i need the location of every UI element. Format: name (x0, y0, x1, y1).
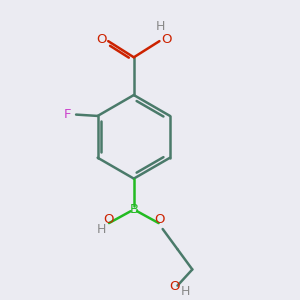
Text: F: F (63, 108, 71, 121)
Text: O: O (161, 33, 171, 46)
Text: H: H (156, 20, 166, 33)
Text: O: O (169, 280, 179, 293)
Text: B: B (129, 203, 138, 216)
Text: O: O (103, 213, 114, 226)
Text: H: H (97, 223, 106, 236)
Text: O: O (154, 213, 165, 226)
Text: O: O (96, 33, 107, 46)
Text: H: H (181, 285, 190, 298)
